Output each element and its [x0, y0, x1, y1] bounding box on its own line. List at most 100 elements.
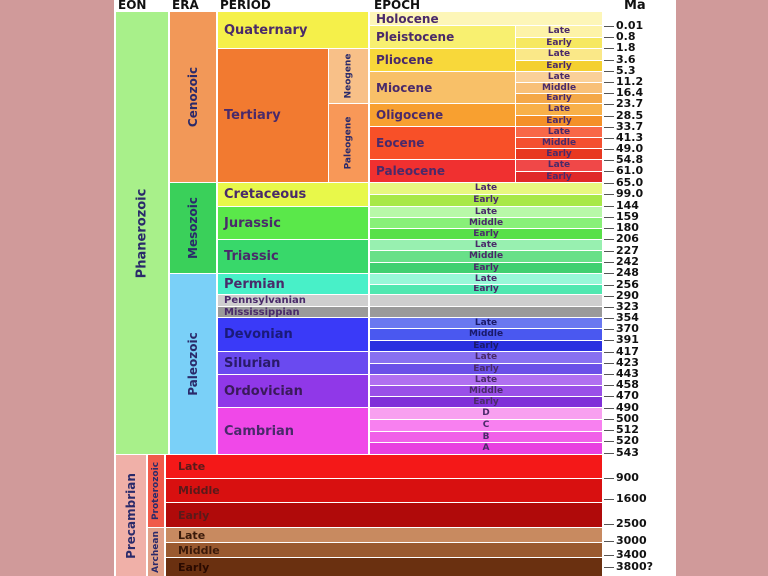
ma-tick [604, 340, 614, 341]
subdivision-early: Early [516, 61, 602, 71]
subdivision-d: D [370, 408, 602, 419]
ma-tick [604, 60, 614, 61]
period-ordovician: Ordovician [218, 375, 368, 407]
subdivision-early: Early [370, 195, 602, 206]
subperiod-neogene: Neogene [329, 49, 368, 103]
ma-tick [604, 116, 614, 117]
ma-tick [604, 127, 614, 128]
subdivision-late: Late [516, 104, 602, 115]
ma-label: 458 [616, 378, 639, 391]
era-proterozoic: Proterozoic [148, 455, 164, 527]
ma-label: 443 [616, 367, 639, 380]
ma-tick [604, 82, 614, 83]
subdivision-late: Late [370, 240, 602, 250]
ma-tick [604, 307, 614, 308]
period-silurian: Silurian [218, 352, 368, 374]
ma-label: 391 [616, 333, 639, 346]
ma-tick [604, 441, 614, 442]
ma-tick [604, 273, 614, 274]
subperiod-paleogene: Paleogene [329, 104, 368, 182]
ma-tick [604, 285, 614, 286]
eon-phanerozoic: Phanerozoic [116, 12, 168, 454]
period-quaternary: Quaternary [218, 12, 368, 48]
ma-tick [604, 217, 614, 218]
subdivision-late: Late [516, 160, 602, 171]
ma-tick [604, 408, 614, 409]
subdivision-b: B [370, 432, 602, 442]
subdivision-early: Early [370, 263, 602, 273]
ma-label: 180 [616, 221, 639, 234]
ma-label: 512 [616, 423, 639, 436]
ma-tick [604, 262, 614, 263]
proterozoic-middle: Middle [166, 479, 602, 502]
period-cretaceous: Cretaceous [218, 183, 368, 206]
ma-tick [604, 453, 614, 454]
ma-tick [604, 48, 614, 49]
ma-tick [604, 26, 614, 27]
ma-label: 242 [616, 255, 639, 268]
ma-label: 470 [616, 389, 639, 402]
ma-label: 11.2 [616, 75, 644, 88]
ma-label: 227 [616, 244, 639, 257]
ma-label: 248 [616, 266, 639, 279]
era-mesozoic: Mesozoic [170, 183, 216, 273]
ma-label: 323 [616, 300, 639, 313]
ma-label: 65.0 [616, 176, 644, 189]
ma-label: 41.3 [616, 131, 644, 144]
ma-label: 520 [616, 434, 639, 447]
ma-label: 3.6 [616, 53, 636, 66]
header-epoch: EPOCH [374, 0, 421, 12]
subdivision-late: Late [370, 352, 602, 363]
subdivision-late: Late [516, 72, 602, 82]
ma-label: 1600 [616, 492, 647, 505]
ma-label: 3800? [616, 560, 653, 573]
ma-label: 54.8 [616, 153, 644, 166]
ma-label: 290 [616, 289, 639, 302]
ma-tick [604, 499, 614, 500]
ma-tick [604, 419, 614, 420]
ma-tick [604, 478, 614, 479]
ma-tick [604, 374, 614, 375]
header-period: PERIOD [220, 0, 271, 12]
subdivision-late: Late [370, 183, 602, 194]
subdivision-early: Early [370, 285, 602, 294]
period-triassic: Triassic [218, 240, 368, 273]
subdivision-late: Late [370, 274, 602, 284]
ma-label: 543 [616, 446, 639, 459]
ma-tick [604, 352, 614, 353]
subdivision-early: Early [516, 149, 602, 159]
ma-label: 256 [616, 278, 639, 291]
subdivision-middle: Middle [516, 138, 602, 148]
subdivision-early: Early [516, 116, 602, 126]
proterozoic-late: Late [166, 455, 602, 478]
ma-tick [604, 251, 614, 252]
subdivision-middle: Middle [370, 386, 602, 396]
ma-label: 16.4 [616, 86, 644, 99]
subdivision-early: Early [516, 172, 602, 182]
subdivision-middle: Middle [370, 251, 602, 262]
ma-tick [604, 555, 614, 556]
ma-label: 61.0 [616, 164, 644, 177]
ma-label: 159 [616, 210, 639, 223]
subdivision-late: Late [370, 318, 602, 328]
ma-tick [604, 541, 614, 542]
ma-tick [604, 93, 614, 94]
ma-label: 423 [616, 356, 639, 369]
ma-label: 0.01 [616, 19, 644, 32]
ma-tick [604, 138, 614, 139]
epoch-oligocene: Oligocene [370, 104, 515, 126]
ma-label: 49.0 [616, 142, 644, 155]
ma-label: 99.0 [616, 187, 644, 200]
ma-tick [604, 524, 614, 525]
epoch-paleocene: Paleocene [370, 160, 515, 182]
ma-tick [604, 171, 614, 172]
ma-label: 900 [616, 471, 639, 484]
ma-label: 144 [616, 199, 639, 212]
epoch-holocene: Holocene [370, 12, 602, 25]
ma-tick [604, 567, 614, 568]
ma-tick [604, 160, 614, 161]
era-archean: Archean [148, 528, 164, 576]
period-cambrian: Cambrian [218, 408, 368, 454]
header-era: ERA [172, 0, 199, 12]
subdivision-middle: Middle [370, 218, 602, 228]
